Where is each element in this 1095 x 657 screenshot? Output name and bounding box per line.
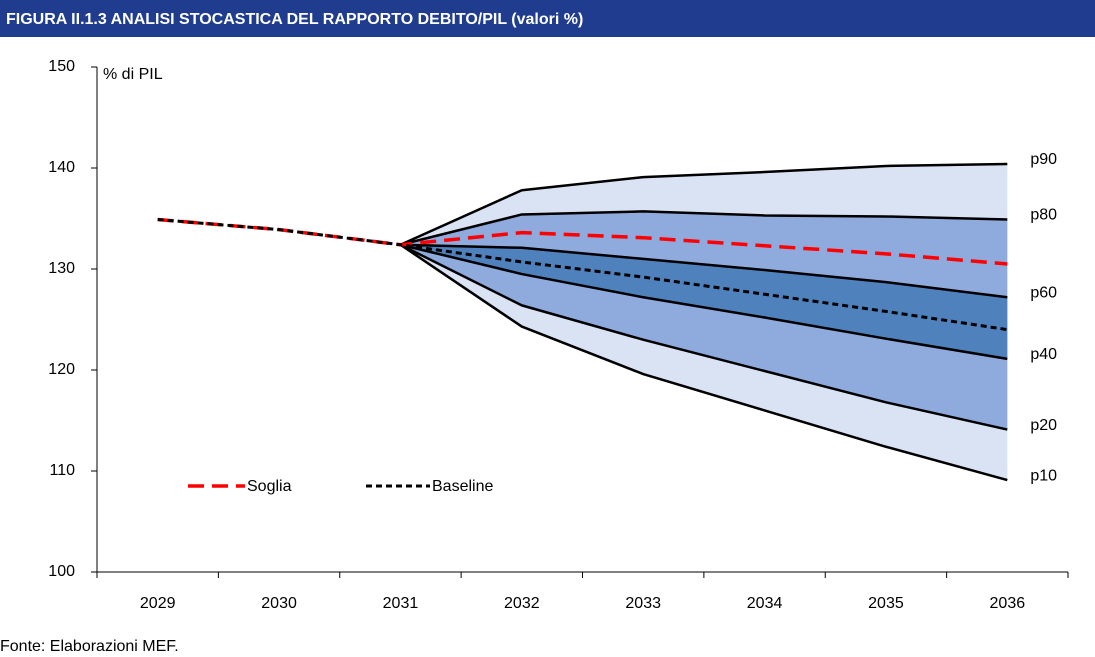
percentile-label: p20 <box>1030 417 1057 434</box>
x-tick-label: 2036 <box>990 595 1026 612</box>
percentile-label: p10 <box>1030 467 1057 484</box>
x-tick-label: 2029 <box>140 595 176 612</box>
percentile-label: p80 <box>1030 207 1057 224</box>
y-tick-label: 120 <box>48 361 75 378</box>
percentile-line <box>400 243 1008 299</box>
x-tick-label: 2035 <box>868 595 904 612</box>
percentile-line <box>400 210 1008 246</box>
x-tick-label: 2032 <box>504 595 540 612</box>
legend-label: Soglia <box>247 478 292 495</box>
y-axis-label: % di PIL <box>103 66 163 83</box>
y-tick-label: 110 <box>49 462 75 479</box>
x-tick-label: 2031 <box>383 595 419 612</box>
y-tick-label: 130 <box>48 260 75 277</box>
fan-band <box>400 244 1008 359</box>
percentile-line <box>399 162 1008 246</box>
y-tick-label: 140 <box>48 159 75 176</box>
series-line <box>157 218 1008 332</box>
y-tick-label: 150 <box>48 58 75 75</box>
percentile-line <box>400 243 1008 361</box>
percentile-label: p40 <box>1030 346 1057 363</box>
source-note: Fonte: Elaborazioni MEF. <box>0 638 179 655</box>
x-tick-label: 2033 <box>625 595 661 612</box>
series-line <box>157 217 1008 266</box>
percentile-line <box>399 243 1008 431</box>
x-tick-label: 2034 <box>747 595 783 612</box>
chart-title: FIGURA II.1.3 ANALISI STOCASTICA DEL RAP… <box>6 11 583 28</box>
legend-label: Baseline <box>432 478 493 495</box>
title-bar <box>0 0 1095 37</box>
percentile-label: p60 <box>1030 284 1057 301</box>
x-tick-label: 2030 <box>261 595 297 612</box>
y-tick-label: 100 <box>48 563 75 580</box>
percentile-label: p90 <box>1030 151 1057 168</box>
percentile-line <box>399 243 1008 482</box>
